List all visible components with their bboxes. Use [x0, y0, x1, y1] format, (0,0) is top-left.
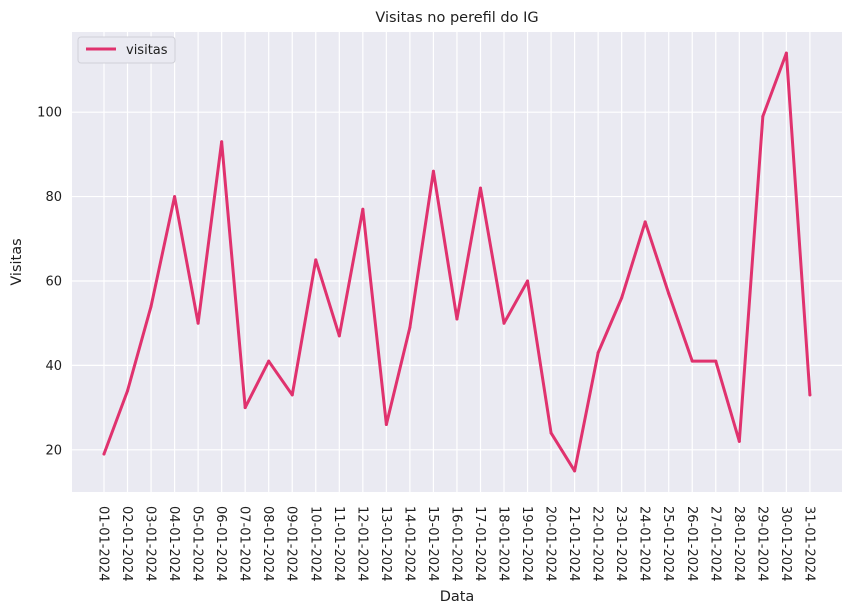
data-point [384, 422, 388, 426]
x-tick-label: 23-01-2024 [613, 506, 628, 582]
data-point [502, 321, 506, 325]
data-point [526, 279, 530, 283]
x-tick-label: 29-01-2024 [754, 506, 769, 582]
x-tick-label: 17-01-2024 [472, 506, 487, 582]
x-tick-label: 28-01-2024 [731, 506, 746, 582]
data-point [761, 114, 765, 118]
x-tick-label: 27-01-2024 [707, 506, 722, 582]
x-tick-label: 13-01-2024 [378, 506, 393, 582]
data-point [620, 296, 624, 300]
data-point [314, 258, 318, 262]
data-point [549, 431, 553, 435]
x-tick-label: 21-01-2024 [566, 506, 581, 582]
data-point [290, 393, 294, 397]
data-point [196, 321, 200, 325]
data-point [478, 186, 482, 190]
x-tick-label: 31-01-2024 [801, 506, 816, 582]
y-tick-label: 100 [37, 106, 62, 121]
data-point [220, 140, 224, 144]
data-point [361, 207, 365, 211]
x-tick-label: 14-01-2024 [401, 506, 416, 582]
x-tick-label: 24-01-2024 [637, 506, 652, 582]
data-point [596, 351, 600, 355]
y-axis-label: Visitas [9, 238, 25, 285]
chart-title: Visitas no perefil do IG [375, 10, 538, 26]
x-tick-label: 01-01-2024 [96, 506, 111, 582]
x-tick-label: 06-01-2024 [213, 506, 228, 582]
data-point [714, 359, 718, 363]
y-tick-label: 20 [45, 443, 62, 458]
x-tick-label: 07-01-2024 [237, 506, 252, 582]
data-point [667, 292, 671, 296]
x-tick-label: 11-01-2024 [331, 506, 346, 582]
x-tick-label: 03-01-2024 [143, 506, 158, 582]
legend-box [77, 36, 176, 64]
x-tick-label: 12-01-2024 [354, 506, 369, 582]
x-tick-label: 26-01-2024 [684, 506, 699, 582]
x-tick-label: 05-01-2024 [190, 506, 205, 582]
x-tick-label: 10-01-2024 [307, 506, 322, 582]
legend-label-visitas: visitas [126, 43, 168, 58]
y-tick-label: 40 [45, 359, 62, 374]
y-axis-ticks: 20 40 60 80 100 [37, 106, 62, 459]
x-tick-label: 22-01-2024 [590, 506, 605, 582]
data-point [455, 317, 459, 321]
x-tick-label: 02-01-2024 [119, 506, 134, 582]
data-point [408, 325, 412, 329]
x-axis-label: Data [440, 589, 475, 605]
data-point [102, 452, 106, 456]
x-tick-label: 08-01-2024 [260, 506, 275, 582]
x-tick-label: 30-01-2024 [778, 506, 793, 582]
data-point [737, 439, 741, 443]
x-tick-label: 16-01-2024 [448, 506, 463, 582]
data-point [808, 393, 812, 397]
x-tick-label: 20-01-2024 [543, 506, 558, 582]
data-point [126, 389, 130, 393]
data-point [243, 406, 247, 410]
legend: visitas [77, 36, 176, 64]
x-tick-label: 04-01-2024 [166, 506, 181, 582]
x-tick-label: 09-01-2024 [284, 506, 299, 582]
x-tick-label: 15-01-2024 [425, 506, 440, 582]
data-point [784, 51, 788, 55]
x-tick-label: 25-01-2024 [660, 506, 675, 582]
series-points [102, 51, 812, 473]
data-point [337, 334, 341, 338]
data-point [643, 220, 647, 224]
y-tick-label: 80 [45, 190, 62, 205]
x-tick-label: 19-01-2024 [519, 506, 534, 582]
gridlines [72, 32, 842, 492]
data-point [573, 469, 577, 473]
data-point [431, 169, 435, 173]
x-tick-label: 18-01-2024 [496, 506, 511, 582]
x-axis-ticks: 01-01-2024 02-01-2024 03-01-2024 04-01-2024… [96, 506, 817, 582]
y-tick-label: 60 [45, 274, 62, 289]
data-point [267, 359, 271, 363]
data-point [690, 359, 694, 363]
data-point [173, 195, 177, 199]
data-point [149, 304, 153, 308]
